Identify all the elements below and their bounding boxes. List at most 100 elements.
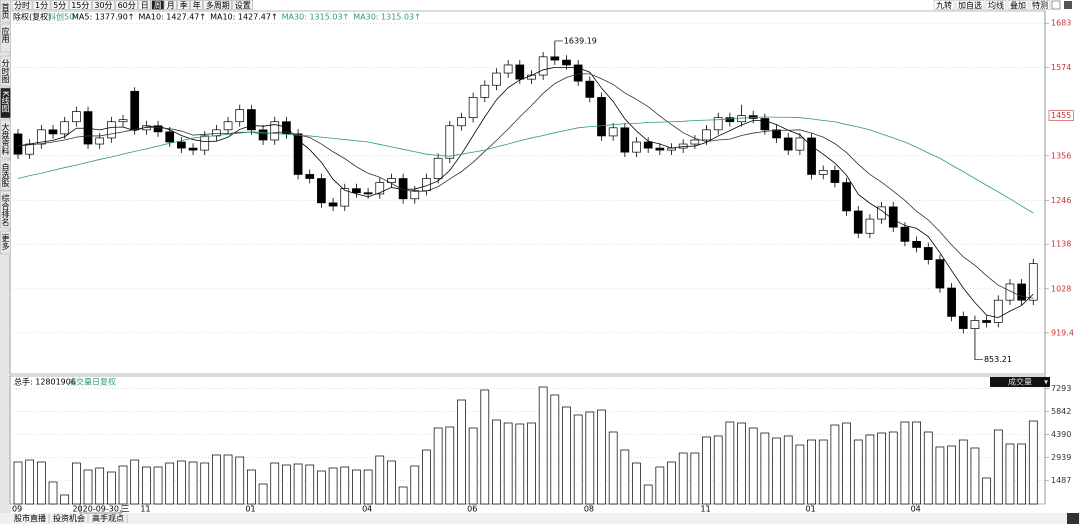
volume-bar xyxy=(118,465,128,505)
volume-bar xyxy=(422,449,431,505)
period-label[interactable]: 1分 xyxy=(35,1,48,10)
sidebar-tab-label[interactable]: 综合排名 xyxy=(1,193,10,227)
period-label[interactable]: 周 xyxy=(154,1,162,10)
volume-bar xyxy=(772,437,781,505)
sidebar-tab[interactable] xyxy=(0,119,11,159)
period-label[interactable]: 60分 xyxy=(118,1,136,10)
period-button[interactable] xyxy=(203,0,232,10)
tool-icon[interactable] xyxy=(1064,1,1072,9)
volume-bar xyxy=(433,427,443,505)
sidebar-tab[interactable] xyxy=(0,159,11,191)
period-label[interactable]: 日 xyxy=(141,1,149,10)
candle-body xyxy=(550,56,560,61)
candle-body xyxy=(643,141,653,149)
tool-button[interactable] xyxy=(955,0,985,10)
candle-body xyxy=(573,64,583,82)
tool-label[interactable]: 叠加 xyxy=(1010,0,1026,10)
volume-bar xyxy=(328,467,338,505)
candle-body xyxy=(993,299,1003,323)
candle-body xyxy=(690,139,700,145)
period-button[interactable] xyxy=(177,0,190,10)
candle-body xyxy=(585,80,595,98)
sidebar-tab[interactable] xyxy=(0,0,11,23)
y-tick-label: 919.4 xyxy=(1051,328,1074,337)
volume-selector[interactable] xyxy=(990,377,1050,387)
period-label[interactable]: 30分 xyxy=(94,1,112,10)
tool-icon[interactable] xyxy=(1051,0,1061,10)
period-button[interactable] xyxy=(68,0,92,10)
period-button[interactable] xyxy=(164,0,177,10)
tool-label[interactable]: 特测 xyxy=(1032,0,1048,10)
bottom-tab[interactable]: 投资机会 xyxy=(53,513,85,523)
period-label[interactable]: 季 xyxy=(180,0,188,10)
sidebar-tab-label[interactable]: K线图 xyxy=(1,91,10,113)
tool-label[interactable]: 均线 xyxy=(988,0,1004,10)
scroll-top[interactable] xyxy=(1067,513,1079,524)
period-button[interactable] xyxy=(92,0,115,10)
volume-bar xyxy=(958,439,968,505)
symbol: 科创50 xyxy=(48,12,74,22)
sidebar-tab-label[interactable]: 应用 xyxy=(1,26,10,44)
dropdown-arrow[interactable]: ▾ xyxy=(1044,378,1048,387)
volume-bar xyxy=(258,483,268,505)
candle-body xyxy=(107,121,116,139)
candle-body xyxy=(608,127,618,137)
period-button[interactable] xyxy=(115,0,138,10)
sidebar-tab-label[interactable]: 大盘资料 xyxy=(1,122,10,156)
sidebar xyxy=(0,0,11,524)
bottom-tab[interactable]: 高手观点 xyxy=(92,513,124,523)
tool-button[interactable] xyxy=(985,0,1007,10)
volume-bar xyxy=(352,469,361,505)
y-tick-label: 7293 xyxy=(1051,384,1071,393)
tool-label[interactable]: 加自选 xyxy=(958,0,982,10)
period-button[interactable] xyxy=(151,0,164,10)
volume-bar xyxy=(95,467,105,505)
candle-body xyxy=(200,135,210,151)
sidebar-tab-label[interactable]: 分时图 xyxy=(1,59,10,84)
volume-bar xyxy=(643,484,653,505)
period-button[interactable] xyxy=(138,0,151,10)
period-button[interactable] xyxy=(190,0,203,10)
volume-bar xyxy=(970,447,980,505)
candle-body xyxy=(597,97,606,137)
period-label[interactable]: 5分 xyxy=(53,1,66,10)
period-button[interactable] xyxy=(11,0,33,10)
tool-button[interactable] xyxy=(1007,0,1029,10)
period-label[interactable]: 多周期 xyxy=(206,0,230,10)
candle-body xyxy=(387,178,396,183)
period-label[interactable]: 设置 xyxy=(235,0,251,10)
candle-body xyxy=(865,218,875,234)
sidebar-tab-label[interactable]: 自选股 xyxy=(1,162,10,188)
candle-body xyxy=(25,143,35,155)
sidebar-tab[interactable] xyxy=(0,23,11,53)
volume-bar xyxy=(142,466,151,505)
tool-button[interactable] xyxy=(933,0,955,10)
volume-selector-label[interactable]: 成交量 xyxy=(1008,377,1032,387)
period-button[interactable] xyxy=(232,0,253,10)
volume-bar xyxy=(842,422,851,505)
period-label[interactable]: 月 xyxy=(167,1,175,10)
tool-label[interactable]: 九转 xyxy=(936,0,952,10)
volume-bar xyxy=(212,454,221,505)
sidebar-tab[interactable] xyxy=(0,87,11,119)
volume-total: 总手: 12801906 xyxy=(14,377,76,387)
volume-bar xyxy=(935,446,945,505)
period-label[interactable]: 分时 xyxy=(14,0,30,10)
period-button[interactable] xyxy=(32,0,51,10)
tool-button[interactable] xyxy=(1029,0,1051,10)
x-tick-label: 04 xyxy=(911,505,921,514)
period-button[interactable] xyxy=(50,0,69,10)
sidebar-tab[interactable] xyxy=(0,230,11,255)
x-tick-label: 09 xyxy=(12,505,22,514)
sidebar-tab-label[interactable]: 首页 xyxy=(1,2,10,20)
candle-body xyxy=(515,64,525,80)
period-label[interactable]: 15分 xyxy=(71,1,89,10)
candle-body xyxy=(783,137,793,151)
sidebar-tab[interactable] xyxy=(0,55,11,87)
sidebar-tab-label[interactable]: 更多 xyxy=(1,234,10,251)
period-label[interactable]: 年 xyxy=(193,0,201,10)
volume-bar xyxy=(713,435,723,505)
bottom-tab[interactable]: 股市直播 xyxy=(14,513,46,523)
sidebar-tab[interactable] xyxy=(0,190,11,229)
volume-bar xyxy=(317,470,326,505)
